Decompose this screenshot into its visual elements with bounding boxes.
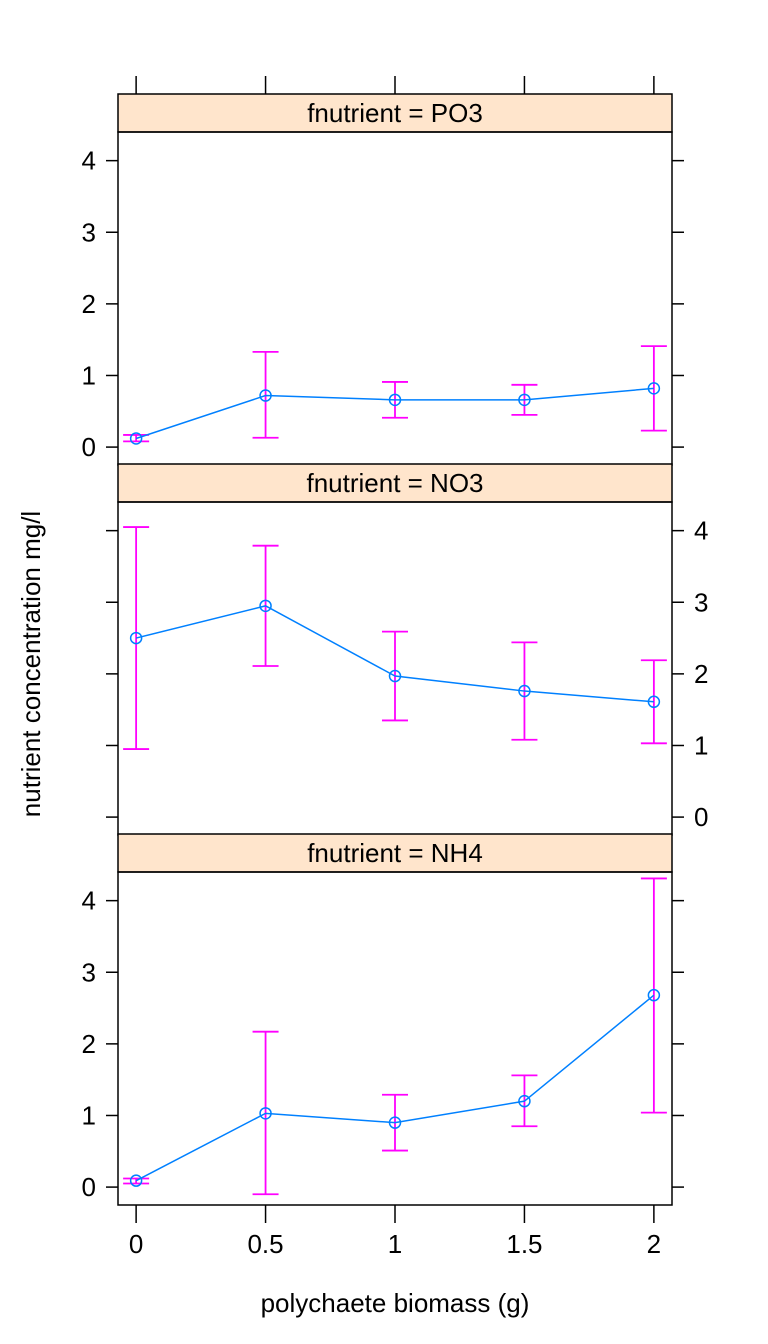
y-tick-label: 4	[82, 886, 96, 916]
data-point	[647, 988, 661, 1002]
y-tick-label: 2	[694, 659, 708, 689]
data-point	[129, 631, 143, 645]
data-point	[647, 695, 661, 709]
y-tick-label: 4	[694, 516, 708, 546]
x-tick-label: 2	[647, 1229, 661, 1259]
y-tick-label: 4	[82, 146, 96, 176]
y-tick-label: 2	[82, 1029, 96, 1059]
strip-background	[117, 833, 673, 873]
y-tick-label: 0	[82, 1172, 96, 1202]
x-tick-label: 0.5	[247, 1229, 283, 1259]
plot-frame	[117, 871, 673, 1206]
y-tick-label: 1	[694, 730, 708, 760]
data-point	[259, 389, 272, 402]
data-point	[259, 1107, 272, 1120]
x-tick-label: 1.5	[506, 1229, 542, 1259]
data-point	[388, 669, 402, 683]
data-point	[518, 393, 531, 407]
data-point	[647, 382, 661, 395]
y-tick-label: 2	[82, 289, 96, 319]
data-point	[518, 1094, 531, 1108]
data-point	[388, 1116, 402, 1129]
panel-2: fnutrient = NO3 0 1 2 3 4	[106, 463, 708, 836]
strip-background	[117, 463, 673, 503]
x-axis-title: polychaete biomass (g)	[261, 1288, 530, 1318]
strip-label: fnutrient = PO3	[307, 98, 483, 128]
series-line	[135, 605, 654, 703]
panel-1: fnutrient = PO3 0 1 2 3 4	[82, 76, 684, 466]
strip-label: fnutrient = NO3	[306, 468, 483, 498]
series-line	[135, 387, 654, 440]
error-bar	[123, 1177, 150, 1185]
series-line	[135, 994, 655, 1182]
panel-3: fnutrient = NH4 0 1 2 3 4 0 0.5 1 1.5 2	[82, 833, 684, 1259]
panels: fnutrient = PO3 0 1 2 3 4 fnutrient = NO3 0 1 2 3 4…	[82, 76, 708, 1259]
data-point	[129, 1174, 143, 1187]
y-tick-label: 0	[82, 432, 96, 462]
y-tick-label: 0	[694, 802, 708, 832]
data-point	[259, 599, 272, 613]
data-point	[518, 684, 531, 698]
y-tick-label: 1	[82, 1100, 96, 1130]
y-tick-label: 3	[82, 217, 96, 247]
strip-background	[117, 93, 673, 133]
data-point	[129, 432, 143, 445]
strip-label: fnutrient = NH4	[307, 838, 483, 868]
data-point	[388, 393, 402, 407]
x-tick-label: 0	[129, 1229, 143, 1259]
y-tick-label: 1	[82, 360, 96, 390]
error-bar	[640, 659, 667, 745]
y-tick-label: 3	[694, 587, 708, 617]
y-axis-title: nutrient concentration mg/l	[16, 511, 46, 817]
y-tick-label: 3	[82, 957, 96, 987]
x-tick-label: 1	[388, 1229, 402, 1259]
